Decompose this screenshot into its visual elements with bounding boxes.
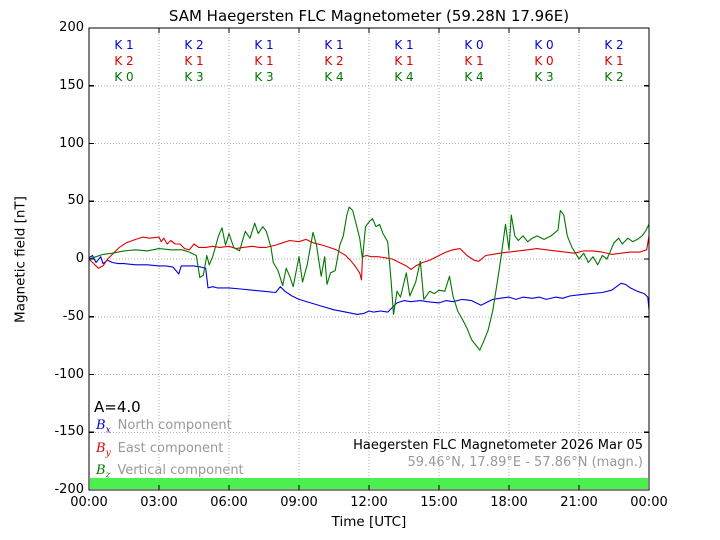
x-tick-label: 12:00 [350,495,388,510]
k-index-value: K 2 [604,70,624,84]
k-index-column-3: K 1 K 1 K 3 [232,37,296,85]
k-index-column-2: K 2 K 1 K 3 [162,37,226,85]
legend-item-2: Bz Vertical component [96,462,244,485]
station-annotation: Haegersten FLC Magnetometer 2026 Mar 05 … [353,437,643,471]
k-index-column-5: K 1 K 1 K 4 [372,37,436,85]
k-index-value: K 1 [254,54,274,68]
series-line-1 [88,235,650,281]
k-index-column-7: K 0 K 0 K 3 [512,37,576,85]
k-index-value: K 1 [394,54,414,68]
y-tick-label: -150 [54,424,84,440]
legend-symbol: Bx [96,418,111,436]
x-tick-label: 03:00 [140,495,178,510]
x-tick-label: 18:00 [490,495,528,510]
k-index-value: K 4 [394,70,414,84]
legend: Bx North component By East component Bz Verti… [96,417,244,485]
x-tick-label: 15:00 [420,495,458,510]
legend-symbol: Bz [96,463,111,481]
station-coordinates: 59.46°N, 17.89°E - 57.86°N (magn.) [407,455,643,470]
data-availability-bar [90,478,648,489]
y-tick-label: 150 [59,77,84,93]
x-tick-label: 06:00 [210,495,248,510]
x-axis-label: Time [UTC] [331,514,407,530]
legend-label: Vertical component [117,463,244,479]
y-tick-label: -100 [54,366,84,382]
y-tick-label: 200 [59,20,84,35]
a-index-value: A=4.0 [94,398,141,416]
chart-title: SAM Haegersten FLC Magnetometer (59.28N … [168,7,570,25]
k-index-column-1: K 1 K 2 K 0 [92,37,156,85]
k-index-value: K 0 [534,54,554,68]
x-tick-label: 00:00 [70,495,108,510]
series-line-0 [88,254,650,315]
k-index-column-8: K 2 K 1 K 2 [582,37,646,85]
k-index-value: K 1 [114,38,134,52]
k-index-value: K 3 [534,70,554,84]
y-tick-label: 0 [75,251,84,266]
legend-symbol: By [96,440,111,459]
legend-label: North component [117,418,232,433]
k-index-value: K 4 [324,70,344,84]
k-index-value: K 2 [184,38,204,52]
k-index-value: K 1 [324,38,344,52]
series-line-2 [88,206,650,351]
k-index-value: K 1 [254,38,274,52]
y-tick-label: 50 [67,193,84,209]
station-name-date: Haegersten FLC Magnetometer 2026 Mar 05 [353,438,643,453]
x-tick-label: 09:00 [280,495,318,510]
y-tick-label: 100 [59,135,84,151]
k-index-value: K 2 [604,38,624,52]
k-index-value: K 4 [464,70,484,84]
legend-item-1: By East component [96,440,244,463]
k-index-value: K 1 [394,38,414,52]
k-index-value: K 2 [324,54,344,68]
y-tick-label: -200 [54,482,84,497]
k-index-value: K 1 [184,54,204,68]
legend-label: East component [117,440,224,456]
k-index-column-4: K 1 K 2 K 4 [302,37,366,85]
k-index-value: K 0 [534,38,554,52]
k-index-value: K 1 [604,54,624,68]
x-tick-label: 21:00 [560,495,598,510]
k-index-column-6: K 0 K 1 K 4 [442,37,506,85]
k-index-value: K 0 [114,70,134,84]
k-index-value: K 0 [464,38,484,52]
x-tick-label: 00:00 [630,495,668,510]
k-index-value: K 2 [114,54,134,68]
legend-item-0: Bx North component [96,417,244,440]
k-index-value: K 3 [254,70,274,84]
k-index-value: K 3 [184,70,204,84]
y-tick-label: -50 [62,308,84,324]
k-index-value: K 1 [464,54,484,68]
y-axis-label: Magnetic field [nT] [12,196,29,323]
